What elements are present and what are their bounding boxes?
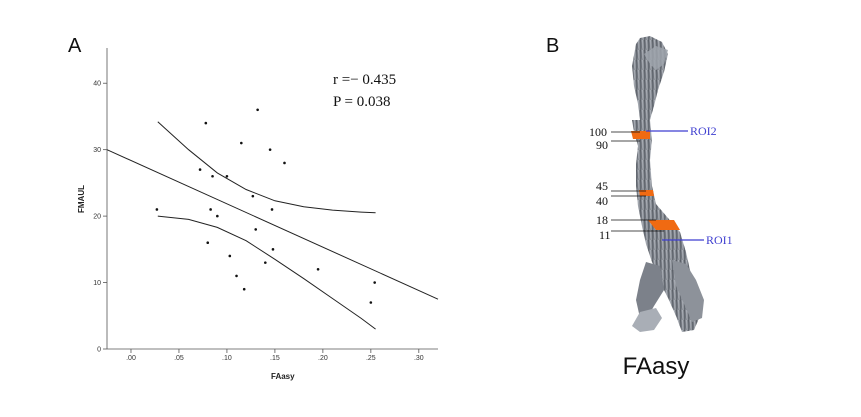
data-point	[228, 254, 232, 258]
x-tick-label: .10	[222, 355, 232, 362]
tract-bottom-loop	[632, 308, 662, 332]
tract-band-100-90	[631, 131, 650, 139]
tract-tick-100: 100	[589, 125, 607, 139]
x-tick-label: .00	[126, 355, 136, 362]
p-value-label: P = 0.038	[333, 94, 391, 110]
y-tick-label: 0	[97, 347, 101, 354]
tract-tick-90: 90	[596, 138, 608, 152]
data-point	[369, 301, 373, 304]
data-point	[204, 121, 208, 125]
data-point	[256, 108, 259, 112]
data-point	[316, 267, 320, 271]
data-point	[254, 228, 258, 231]
tract-tick-11: 11	[599, 228, 611, 242]
data-point	[270, 208, 274, 211]
roi1-label: ROI1	[706, 233, 733, 247]
x-ticks: .00 .05 .10 .15 .20 .25 .30	[126, 349, 424, 362]
panel-letter-a: A	[68, 35, 82, 57]
data-point	[373, 281, 376, 284]
data-point	[216, 214, 219, 218]
scatter-chart: 0 10 20 30 40 .00 .05 .10 .15 .20 .25 .30 FAasy FM…	[77, 48, 439, 381]
data-point	[242, 287, 246, 291]
y-tick-label: 40	[93, 81, 101, 88]
tract-band-45-40	[639, 190, 654, 196]
panel-letter-b: B	[546, 35, 559, 57]
y-ticks: 0 10 20 30 40	[93, 81, 107, 354]
tract-bottom-left	[636, 262, 664, 320]
data-point	[271, 248, 275, 251]
y-tick-label: 30	[93, 147, 101, 154]
tract-title: FAasy	[623, 353, 690, 380]
tract-tick-45: 45	[596, 179, 608, 193]
regression-curves	[106, 121, 439, 330]
data-point	[209, 208, 212, 211]
ci-lower-curve	[157, 215, 376, 330]
fiber-tract-image	[611, 36, 704, 332]
data-point	[264, 261, 267, 264]
data-point	[268, 148, 272, 151]
data-point	[240, 141, 243, 145]
x-tick-label: .25	[366, 355, 376, 362]
data-points	[155, 108, 376, 304]
data-point	[225, 174, 229, 178]
tract-tick-40: 40	[596, 194, 608, 208]
data-point	[251, 194, 255, 198]
tract-bottom-right	[672, 260, 704, 322]
data-point	[283, 161, 286, 165]
x-tick-label: .20	[318, 355, 328, 362]
x-tick-label: .30	[414, 355, 424, 362]
y-tick-label: 10	[93, 280, 101, 287]
tract-band-18-11	[648, 220, 680, 230]
x-tick-label: .15	[270, 355, 280, 362]
tract-top-side	[644, 46, 668, 70]
correlation-label: r =− 0.435	[333, 72, 396, 88]
roi2-label: ROI2	[690, 124, 717, 138]
data-point	[155, 208, 159, 211]
regression-line	[106, 149, 439, 300]
y-axis-label: FMAUL	[77, 185, 86, 213]
y-tick-label: 20	[93, 214, 101, 221]
x-tick-label: .05	[174, 355, 184, 362]
tract-tick-18: 18	[596, 213, 608, 227]
data-point	[206, 241, 210, 244]
data-point	[235, 274, 238, 278]
x-axis-label: FAasy	[271, 372, 295, 381]
data-point	[211, 174, 214, 178]
ci-upper-curve	[157, 121, 376, 214]
data-point	[198, 168, 202, 171]
